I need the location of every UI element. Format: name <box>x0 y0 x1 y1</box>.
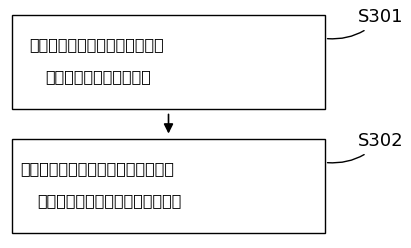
Text: 余热使相变蓄热装置蓄能: 余热使相变蓄热装置蓄能 <box>45 69 151 84</box>
Text: S301: S301 <box>328 8 403 39</box>
Text: 置的冷流体被加热后使发动机预热: 置的冷流体被加热后使发动机预热 <box>37 193 181 208</box>
FancyBboxPatch shape <box>12 139 325 233</box>
FancyBboxPatch shape <box>12 15 325 109</box>
Text: S302: S302 <box>328 132 403 163</box>
Text: 利用汽车行驶过程中产生的废气: 利用汽车行驶过程中产生的废气 <box>29 37 164 52</box>
Text: 在冷启动或热车时，流经相变蓄热装: 在冷启动或热车时，流经相变蓄热装 <box>21 161 175 176</box>
